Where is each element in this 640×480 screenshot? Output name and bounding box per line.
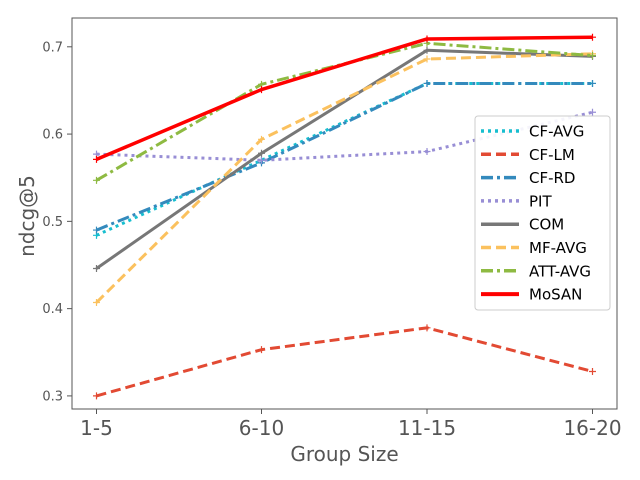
legend-label: ATT-AVG xyxy=(529,262,591,280)
legend-item-com: COM xyxy=(481,216,564,234)
data-point xyxy=(258,135,265,143)
legend-label: MoSAN xyxy=(529,286,582,304)
data-point xyxy=(589,52,596,60)
legend-label: COM xyxy=(529,216,564,234)
data-point xyxy=(93,226,100,234)
y-tick-label: 0.7 xyxy=(42,40,63,55)
series-line xyxy=(95,35,593,162)
y-tick-label: 0.5 xyxy=(42,215,63,230)
series-line xyxy=(96,326,593,398)
data-point xyxy=(423,46,431,54)
legend-item-att-avg: ATT-AVG xyxy=(481,262,591,280)
data-point xyxy=(589,79,596,87)
data-point xyxy=(589,108,596,116)
x-tick-label: 16-20 xyxy=(563,416,621,440)
data-point xyxy=(93,155,100,163)
data-point xyxy=(423,148,431,156)
x-tick-label: 11-15 xyxy=(398,416,456,440)
legend-item-cf-rd: CF-RD xyxy=(481,169,576,187)
data-point xyxy=(423,55,431,63)
legend-label: CF-RD xyxy=(529,169,576,187)
x-tick-label: 1-5 xyxy=(80,416,113,440)
series-cf-lm xyxy=(93,324,596,400)
legend-item-mf-avg: MF-AVG xyxy=(481,239,587,257)
data-point xyxy=(423,79,431,87)
legend-item-cf-avg: CF-AVG xyxy=(481,123,584,141)
legend-item-mosan: MoSAN xyxy=(481,286,582,304)
series-line xyxy=(95,81,593,232)
legend: CF-AVG CF-LM CF-RD PIT COM MF-AVG ATT-AVG MoSAN xyxy=(474,115,611,311)
legend-label: CF-AVG xyxy=(529,123,584,141)
data-point xyxy=(258,149,265,157)
data-point xyxy=(93,299,100,307)
y-tick-label: 0.3 xyxy=(42,389,63,404)
data-point xyxy=(93,176,100,184)
data-point xyxy=(258,156,265,164)
series-line xyxy=(95,52,593,304)
series-layer xyxy=(93,33,596,400)
legend-label: CF-LM xyxy=(529,146,575,164)
series-line xyxy=(95,48,593,270)
y-axis: 0.3 0.4 0.5 0.6 0.7 xyxy=(42,40,72,404)
data-point xyxy=(423,35,431,43)
data-point xyxy=(93,392,100,400)
legend-label: PIT xyxy=(529,192,552,210)
y-tick-label: 0.6 xyxy=(42,128,63,143)
x-axis: 1-5 6-10 11-15 16-20 xyxy=(80,409,622,440)
x-axis-label: Group Size xyxy=(290,442,398,466)
y-axis-label: ndcg@5 xyxy=(15,175,39,257)
legend-label: MF-AVG xyxy=(529,239,587,257)
x-tick-label: 6-10 xyxy=(239,416,284,440)
data-point xyxy=(258,346,265,354)
legend-box xyxy=(474,115,611,311)
data-point xyxy=(93,264,100,272)
data-point xyxy=(589,33,596,41)
y-tick-label: 0.4 xyxy=(42,302,63,317)
data-point xyxy=(423,324,431,332)
legend-item-cf-lm: CF-LM xyxy=(481,146,575,164)
data-point xyxy=(589,367,596,375)
data-point xyxy=(258,86,265,94)
series-mosan xyxy=(93,33,596,163)
legend-item-pit: PIT xyxy=(481,192,552,210)
